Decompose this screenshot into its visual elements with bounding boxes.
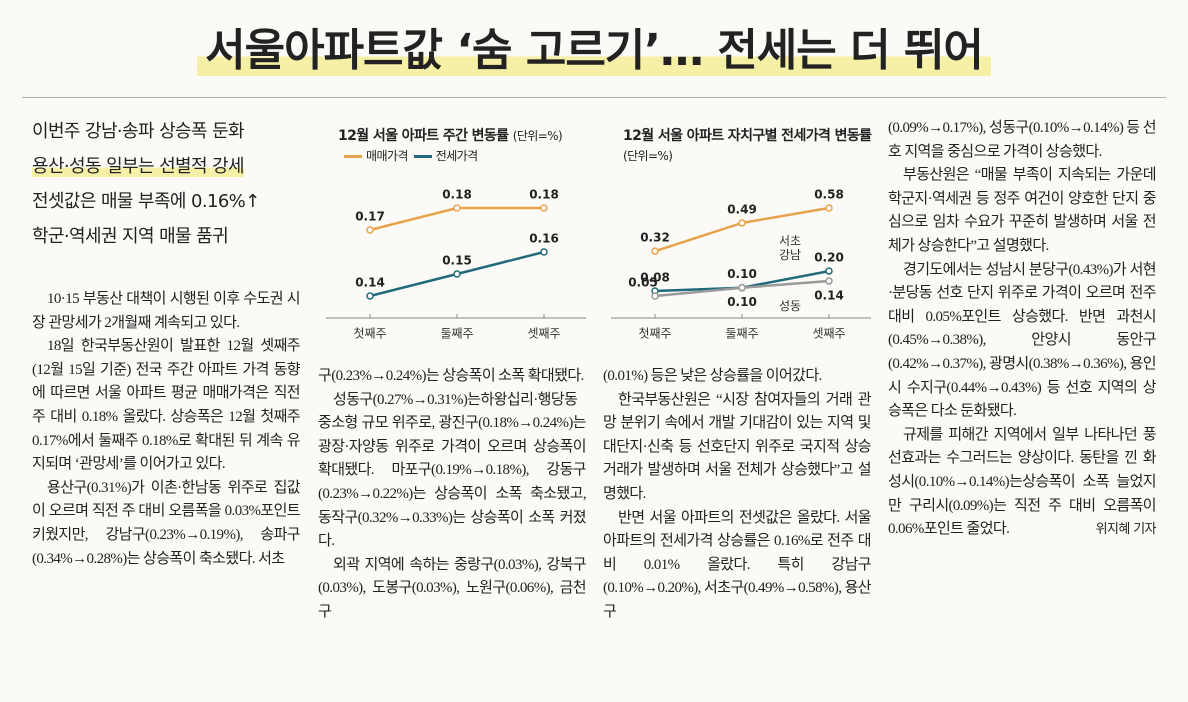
x-tick-label: 셋째주 xyxy=(812,327,845,341)
subheadline: 학군·역세권 지역 매물 품귀 xyxy=(32,219,307,254)
data-label: 0.49 xyxy=(727,202,757,216)
chart-plot: 첫째주 둘째주 셋째주 0.17 0.18 0.18 0.14 0.15 0.16 xyxy=(326,188,586,341)
paragraph: 외곽 지역에 속하는 중랑구(0.03%), 강북구(0.03%), 도봉구(0… xyxy=(318,556,586,620)
divider xyxy=(22,97,1166,98)
data-label: 0.15 xyxy=(442,254,472,268)
byline: 위지혜 기자 xyxy=(1095,522,1156,538)
chart-subtitle: (단위=%) xyxy=(623,149,673,163)
chart-header: 12월 서울 아파트 주간 변동률 (단위=%) 매매가격 전세가격 xyxy=(318,126,593,178)
data-label: 0.18 xyxy=(442,188,472,202)
data-label: 0.10 xyxy=(727,267,757,281)
data-label: 0.10 xyxy=(727,295,757,309)
subheadline-text: 용산·성동 일부는 선별적 강세 xyxy=(32,156,245,177)
legend: 매매가격 전세가격 xyxy=(338,146,593,166)
paragraph: 반면 서울 아파트의 전셋값은 올랐다. 서울 아파트의 전세가격 상승률은 0… xyxy=(603,509,871,620)
legend-swatch xyxy=(344,155,362,158)
legend-label: 매매가격 xyxy=(366,149,408,163)
data-label: 0.14 xyxy=(355,276,385,290)
data-label: 0.16 xyxy=(529,232,559,246)
paragraph: 구(0.23%→0.24%)는 상승폭이 소폭 확대됐다. xyxy=(318,368,584,384)
chart-title: 12월 서울 아파트 주간 변동률 xyxy=(338,128,509,144)
x-tick-label: 둘째주 xyxy=(725,327,758,341)
paragraph: 경기도에서는 성남시 분당구(0.43%)가 서현·분당동 선호 단지 위주로 … xyxy=(888,261,1156,420)
data-label: 0.17 xyxy=(355,210,385,224)
data-point xyxy=(540,204,548,212)
chart-header: 12월 서울 아파트 자치구별 전세가격 변동률 (단위=%) xyxy=(603,126,878,178)
text-column: 구(0.23%→0.24%)는 상승폭이 소폭 확대됐다. 성동구(0.27%→0… xyxy=(318,365,586,625)
headline-text: 서울아파트값 ‘숨 고르기’… 전세는 더 뛰어 xyxy=(197,25,991,76)
data-point xyxy=(453,204,461,212)
chart-title: 12월 서울 아파트 자치구별 전세가격 변동률 xyxy=(623,128,872,144)
paragraph: 용산구(0.31%)가 이촌·한남동 위주로 집값이 오르며 직전 주 대비 오… xyxy=(32,479,300,567)
data-label: 0.20 xyxy=(814,251,844,265)
series-label: 성동 xyxy=(779,299,801,313)
data-point xyxy=(651,292,659,300)
legend-swatch xyxy=(413,155,432,158)
x-tick-label: 셋째주 xyxy=(527,327,560,341)
x-tick-label: 첫째주 xyxy=(353,327,386,341)
data-label: 0.05 xyxy=(628,276,658,290)
data-label: 0.14 xyxy=(814,289,844,303)
x-tick-label: 첫째주 xyxy=(638,327,671,341)
paragraph: 규제를 피해간 지역에서 일부 나타나던 풍선효과는 수그러드는 양상이다. 동… xyxy=(888,424,1156,542)
data-point xyxy=(540,248,548,256)
data-point xyxy=(651,247,659,255)
headline: 서울아파트값 ‘숨 고르기’… 전세는 더 뛰어 xyxy=(0,14,1188,78)
data-point xyxy=(825,204,833,212)
chart-plot: 첫째주 둘째주 셋째주 0.32 0.49 0.58 서초 0.08 0.10 0.20 강남 0.0… xyxy=(611,188,871,341)
subheadline: 이번주 강남·송파 상승폭 둔화 xyxy=(32,114,307,149)
text-column: (0.01%) 등은 낮은 상승률을 이어갔다. 한국부동산원은 “시장 참여자들… xyxy=(603,365,871,625)
paragraph: 성동구(0.27%→0.31%)는하왕십리·행당동 중소형 규모 위주로, 광진… xyxy=(318,391,586,550)
data-point xyxy=(366,292,374,300)
data-label: 0.08 xyxy=(640,271,670,285)
chart: 12월 서울 아파트 자치구별 전세가격 변동률 (단위=%) 첫째주 둘째주 셋째주… xyxy=(603,126,878,351)
subheadline: 전셋값은 매물 부족에 0.16%↑ xyxy=(32,184,307,219)
paragraph: (0.09%→0.17%), 성동구(0.10%→0.14%) 등 선호 지역을… xyxy=(888,120,1156,160)
subheadline-text: 전셋값은 매물 부족에 0.16%↑ xyxy=(32,191,260,212)
paragraph: (0.01%) 등은 낮은 상승률을 이어갔다. xyxy=(603,368,822,384)
text-column: (0.09%→0.17%), 성동구(0.10%→0.14%) 등 선호 지역을… xyxy=(888,117,1156,542)
data-point xyxy=(825,267,833,275)
subheadline-text: 이번주 강남·송파 상승폭 둔화 xyxy=(32,121,245,142)
data-point xyxy=(453,270,461,278)
paragraph: 10·15 부동산 대책이 시행된 이후 수도권 시장 관망세가 2개월째 계속… xyxy=(32,291,300,331)
text-column: 10·15 부동산 대책이 시행된 이후 수도권 시장 관망세가 2개월째 계속… xyxy=(32,288,300,571)
data-point xyxy=(738,219,746,227)
data-point xyxy=(825,277,833,285)
x-tick-label: 둘째주 xyxy=(440,327,473,341)
series-label: 강남 xyxy=(779,248,801,262)
legend-label: 전세가격 xyxy=(435,149,478,163)
paragraph: 18일 한국부동산원이 발표한 12월 셋째주(12월 15일 기준) 전국 주… xyxy=(32,338,300,473)
series-label: 서초 xyxy=(779,234,801,248)
paragraph: 부동산원은 “매물 부족이 지속되는 가운데 학군지·역세권 등 정주 여건이 … xyxy=(888,167,1156,254)
data-label: 0.18 xyxy=(529,188,559,202)
subheadline-text: 학군·역세권 지역 매물 품귀 xyxy=(32,226,229,247)
chart-subtitle: (단위=%) xyxy=(512,129,563,143)
paragraph: 한국부동산원은 “시장 참여자들의 거래 관망 분위기 속에서 개발 기대감이 … xyxy=(603,391,871,502)
data-label: 0.58 xyxy=(814,188,844,202)
data-point xyxy=(366,226,374,234)
data-label: 0.32 xyxy=(640,231,670,245)
data-point xyxy=(738,283,746,292)
subheadline: 용산·성동 일부는 선별적 강세 xyxy=(32,149,307,184)
